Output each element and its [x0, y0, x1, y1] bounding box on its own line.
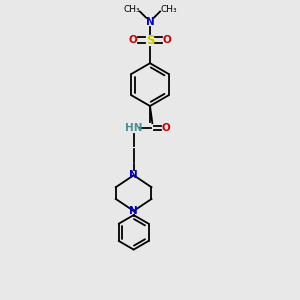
Text: O: O	[128, 35, 137, 45]
Text: O: O	[163, 35, 172, 45]
Text: O: O	[162, 123, 171, 133]
Text: N: N	[129, 170, 138, 180]
Text: HN: HN	[125, 123, 142, 133]
Text: CH₃: CH₃	[123, 4, 140, 14]
Text: N: N	[129, 206, 138, 216]
Text: S: S	[146, 34, 154, 46]
Text: N: N	[146, 16, 154, 27]
Text: CH₃: CH₃	[160, 4, 177, 14]
